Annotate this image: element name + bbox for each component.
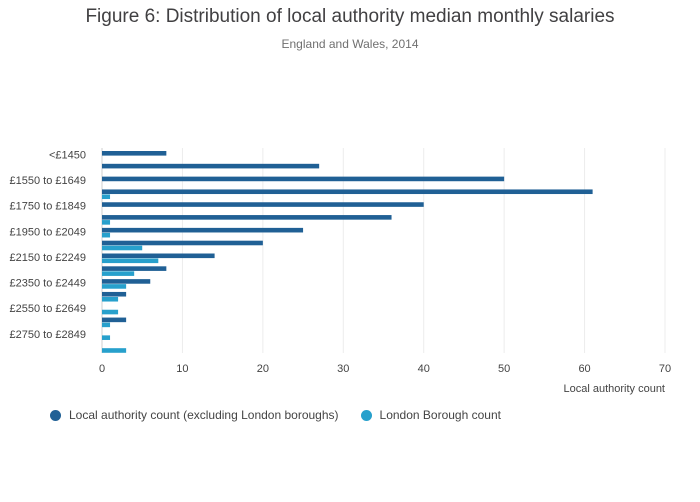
x-axis-label: Local authority count xyxy=(563,383,665,395)
bar-chart: <£1450 £1550 to £1649 £1750 to £1849 £1950 … xyxy=(10,148,671,395)
bar-local-authority[interactable] xyxy=(102,253,215,259)
bar-london-borough[interactable] xyxy=(102,271,135,276)
chart-title: Figure 6: Distribution of local authorit… xyxy=(85,6,615,27)
y-tick-label: £2550 to £2649 xyxy=(10,303,86,315)
bar-local-authority[interactable] xyxy=(102,215,392,220)
y-tick-label: £1550 to £1649 xyxy=(10,175,86,187)
y-tick-label: £2350 to £2449 xyxy=(10,278,86,290)
legend: Local authority count (excluding London … xyxy=(50,408,523,422)
x-tick-label: 30 xyxy=(337,363,349,375)
bar-local-authority[interactable] xyxy=(102,151,167,156)
bar-london-borough[interactable] xyxy=(102,258,159,264)
bar-london-borough[interactable] xyxy=(102,309,119,315)
bar-london-borough[interactable] xyxy=(102,220,111,225)
x-tick-label: 10 xyxy=(176,363,188,375)
y-tick-label: <£1450 xyxy=(49,149,86,161)
x-tick-label: 70 xyxy=(659,363,671,375)
legend-swatch-local-authority xyxy=(50,409,61,421)
y-tick-label: £2150 to £2249 xyxy=(10,252,86,264)
bar-local-authority[interactable] xyxy=(102,240,263,246)
bar-local-authority[interactable] xyxy=(102,227,304,233)
legend-label-london-borough: London Borough count xyxy=(379,408,501,422)
x-tick-label: 20 xyxy=(257,363,269,375)
bar-local-authority[interactable] xyxy=(102,176,505,182)
bar-local-authority[interactable] xyxy=(102,317,127,323)
legend-item-local-authority[interactable]: Local authority count (excluding London … xyxy=(50,408,339,422)
y-tick-label: £2750 to £2849 xyxy=(10,329,86,341)
y-tick-label: £1950 to £2049 xyxy=(10,226,86,238)
chart-subtitle: England and Wales, 2014 xyxy=(281,37,419,51)
x-tick-label: 50 xyxy=(498,363,510,375)
x-tick-labels: 0 10 20 30 40 50 60 70 xyxy=(99,363,671,375)
x-tick-label: 0 xyxy=(99,363,105,375)
bar-local-authority[interactable] xyxy=(102,202,424,207)
y-tick-label: £1750 to £1849 xyxy=(10,201,86,213)
x-tick-label: 40 xyxy=(418,363,430,375)
bars xyxy=(102,151,593,353)
bar-local-authority[interactable] xyxy=(102,291,127,297)
bar-london-borough[interactable] xyxy=(102,296,119,302)
bar-london-borough[interactable] xyxy=(102,245,143,251)
x-tick-label: 60 xyxy=(578,363,590,375)
bar-london-borough[interactable] xyxy=(102,335,111,340)
bar-london-borough[interactable] xyxy=(102,348,127,353)
bar-local-authority[interactable] xyxy=(102,163,320,169)
bar-london-borough[interactable] xyxy=(102,194,111,200)
legend-item-london-borough[interactable]: London Borough count xyxy=(360,408,501,422)
bar-local-authority[interactable] xyxy=(102,279,151,284)
legend-swatch-london-borough xyxy=(360,409,372,421)
bar-local-authority[interactable] xyxy=(102,266,167,271)
bar-london-borough[interactable] xyxy=(102,232,111,238)
bar-local-authority[interactable] xyxy=(102,189,593,195)
y-tick-labels: <£1450 £1550 to £1649 £1750 to £1849 £1950 … xyxy=(10,149,86,340)
legend-label-local-authority: Local authority count (excluding London … xyxy=(69,408,339,422)
bar-london-borough[interactable] xyxy=(102,284,127,289)
bar-london-borough[interactable] xyxy=(102,322,111,328)
